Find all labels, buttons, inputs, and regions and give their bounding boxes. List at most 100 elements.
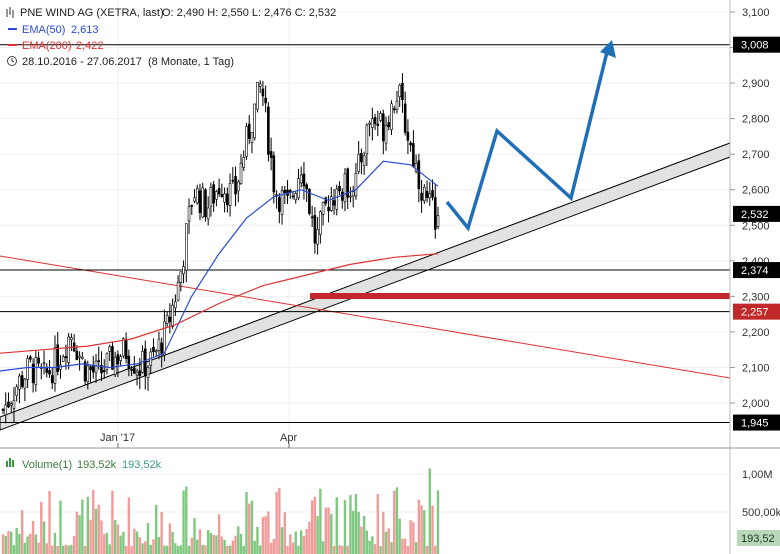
chart-title: PNE WIND AG (XETRA, last) bbox=[20, 7, 164, 19]
candle-body bbox=[278, 197, 281, 212]
volume-bar bbox=[135, 531, 139, 554]
candle-body bbox=[9, 403, 13, 406]
candle-body bbox=[174, 301, 177, 309]
candle-body bbox=[354, 173, 358, 197]
candle-body bbox=[264, 97, 267, 104]
ema200-value: 2,422 bbox=[76, 40, 104, 52]
candle-body bbox=[349, 195, 352, 198]
volume-bar bbox=[127, 497, 131, 554]
volume-bar bbox=[40, 501, 43, 554]
candle-body bbox=[245, 126, 248, 157]
volume-bar bbox=[45, 543, 48, 554]
candle-body bbox=[23, 378, 27, 389]
candle-body bbox=[360, 153, 363, 163]
volume-bar bbox=[51, 545, 54, 554]
candle-body bbox=[18, 375, 21, 390]
candle-body bbox=[26, 358, 29, 380]
volume-bar bbox=[420, 505, 423, 554]
candle-body bbox=[280, 190, 284, 215]
candle-body bbox=[420, 192, 423, 201]
volume-bar bbox=[349, 495, 352, 554]
candle-body bbox=[261, 88, 265, 97]
volume-bar bbox=[360, 526, 363, 554]
candle-body bbox=[305, 184, 308, 190]
candle-body bbox=[108, 346, 111, 352]
candle-body bbox=[428, 193, 432, 199]
ohlc-values: O: 2,490 H: 2,550 L: 2,476 C: 2,532 bbox=[162, 7, 336, 19]
volume-bar bbox=[258, 545, 262, 554]
y-tick-label: 2,900 bbox=[742, 78, 770, 90]
volume-bar bbox=[431, 505, 434, 554]
volume-value-2: 193,52k bbox=[122, 459, 162, 471]
y-tick-label: 2,000 bbox=[742, 398, 770, 410]
volume-bar bbox=[4, 535, 7, 554]
level-badge-label: 1,945 bbox=[741, 418, 769, 430]
volume-bar bbox=[417, 499, 421, 554]
volume-bar bbox=[338, 545, 341, 554]
candle-body bbox=[195, 187, 199, 204]
volume-bar bbox=[368, 540, 371, 554]
candle-body bbox=[193, 197, 196, 202]
volume-bar bbox=[75, 511, 79, 554]
y-tick-label: 3,100 bbox=[742, 7, 770, 19]
candle-body bbox=[431, 190, 434, 198]
volume-label: Volume(1) bbox=[22, 459, 72, 471]
volume-bar bbox=[130, 545, 133, 554]
volume-legend: Volume(1) 193,52k 193,52k bbox=[6, 458, 162, 471]
ema50-label: EMA(50) bbox=[22, 24, 65, 36]
candle-body bbox=[283, 189, 287, 193]
candle-body bbox=[316, 228, 319, 245]
candle-body bbox=[124, 339, 128, 359]
volume-bar bbox=[7, 531, 10, 554]
candle-body bbox=[373, 117, 377, 125]
candle-body bbox=[362, 155, 366, 167]
volume-bar bbox=[196, 539, 199, 554]
volume-bar bbox=[18, 534, 21, 554]
candle-body bbox=[45, 367, 49, 373]
volume-bar bbox=[272, 539, 276, 554]
candle-body bbox=[56, 344, 60, 372]
y-tick-label: 2,300 bbox=[742, 291, 770, 303]
volume-bar bbox=[332, 545, 336, 554]
candle-body bbox=[310, 216, 314, 219]
volume-bar bbox=[297, 545, 300, 554]
candle-body bbox=[48, 370, 51, 375]
candle-body bbox=[376, 123, 380, 126]
candle-body bbox=[42, 362, 46, 365]
volume-bar bbox=[171, 532, 174, 554]
candle-body bbox=[387, 122, 391, 128]
volume-bar bbox=[215, 535, 218, 554]
volume-bar bbox=[83, 545, 87, 554]
volume-bar bbox=[103, 534, 106, 554]
candle-body bbox=[308, 188, 311, 214]
volume-bar bbox=[384, 531, 388, 554]
volume-bar bbox=[122, 531, 125, 554]
ema50-line bbox=[0, 160, 439, 372]
candle-body bbox=[67, 336, 70, 363]
volume-bar bbox=[209, 533, 213, 554]
candle-body bbox=[247, 123, 251, 139]
volume-bar bbox=[406, 545, 410, 554]
projection-path bbox=[445, 47, 610, 232]
x-tick-label: Apr bbox=[280, 432, 297, 444]
candle-body bbox=[34, 357, 38, 386]
volume-bar bbox=[425, 545, 429, 554]
volume-bar bbox=[267, 511, 270, 554]
candle-body bbox=[406, 131, 410, 141]
candle-body bbox=[327, 206, 330, 212]
candle-body bbox=[242, 157, 246, 168]
candle-body bbox=[113, 356, 117, 375]
candle-body bbox=[111, 346, 114, 370]
volume-bar bbox=[280, 527, 284, 554]
last-price-badge bbox=[733, 205, 780, 222]
volume-bar bbox=[373, 544, 377, 554]
candle-body bbox=[119, 356, 122, 361]
volume-bar bbox=[89, 519, 92, 554]
candle-body bbox=[12, 400, 16, 409]
candle-body bbox=[223, 193, 226, 203]
volume-bar bbox=[190, 537, 193, 554]
volume-bar bbox=[286, 545, 289, 554]
candle-body bbox=[198, 190, 202, 213]
candle-body bbox=[319, 211, 322, 235]
